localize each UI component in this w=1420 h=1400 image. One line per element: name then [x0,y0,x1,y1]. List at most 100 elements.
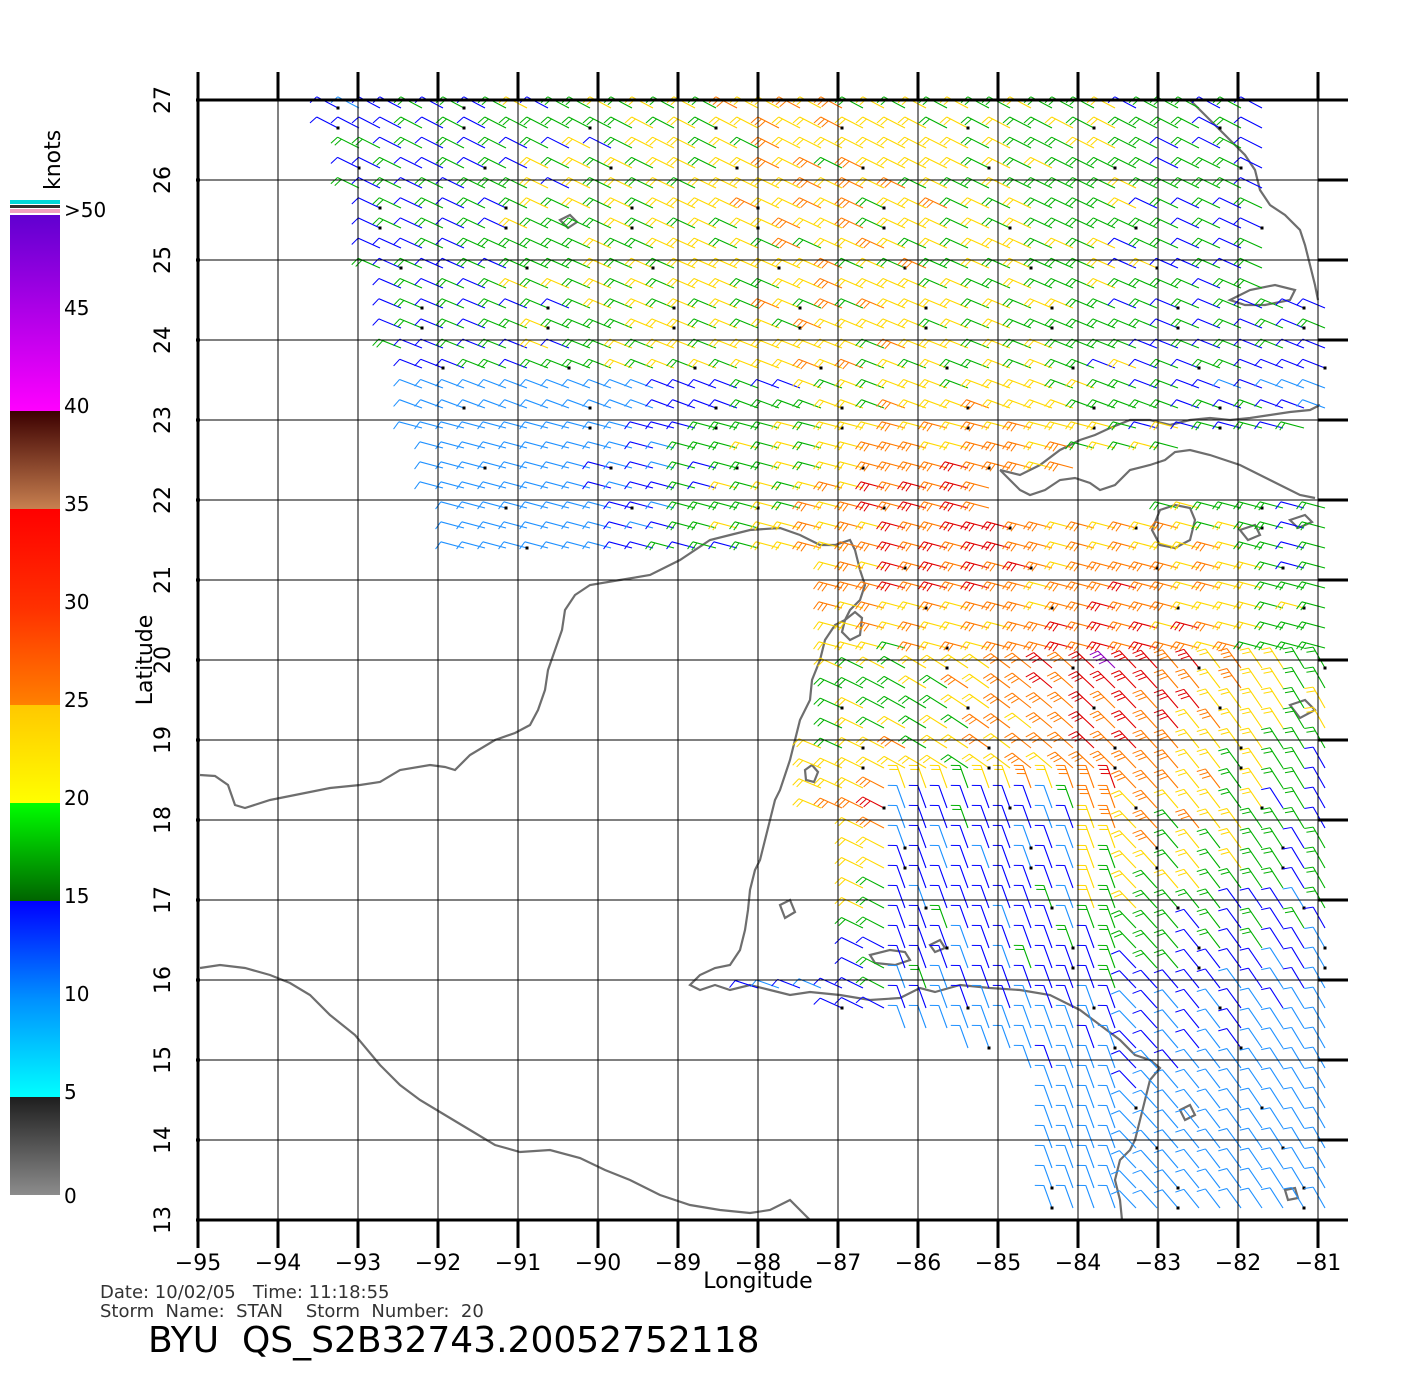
wind-barb [960,561,990,572]
wind-barb [960,541,990,552]
wind-barb [1304,746,1326,769]
wind-barb [1239,787,1264,810]
wind-barb [498,441,528,450]
wind-barb [792,378,822,389]
wind-barb [960,136,990,149]
wind-barb [792,237,822,249]
wind-barb [729,521,759,531]
wind-barb [498,156,528,169]
wind-barb [939,641,969,652]
wind-barb [1261,727,1284,749]
wind-barb [1261,887,1284,909]
wind-barb [540,481,570,490]
colorbar-top-stripe-cyan [10,200,60,204]
wind-barb [1097,1124,1116,1149]
wind-barb [1065,581,1095,592]
wind-barb [939,481,969,492]
wind-barb [729,156,759,169]
wind-barb [855,956,885,969]
wind-barb [1149,298,1180,310]
wind-barb [1110,1110,1137,1129]
wind-barb [519,278,549,289]
wind-barb [645,441,675,450]
wind-barb [1132,849,1159,870]
wind-barb [540,421,570,430]
wind-barb [1218,688,1242,709]
wind-barb [1218,648,1242,669]
wind-barb [645,521,675,530]
wind-barb [771,378,801,389]
wind-barb [1282,1106,1305,1129]
wind-barb [708,358,738,369]
wind-barb [1233,237,1263,249]
wind-barb [477,156,507,169]
wind-barb [1282,746,1305,769]
wind-barb [897,378,927,389]
wind-barb [981,278,1011,289]
wind-barb [992,864,1011,889]
wind-barb [834,481,864,491]
wind-barb [1282,646,1305,669]
wind-barb [372,136,402,149]
wind-barb [908,984,927,1009]
wind-barb [540,399,570,409]
wind-barb [876,177,906,189]
wind-barb [729,421,759,431]
wind-barb [1128,298,1158,309]
wind-barb [876,441,906,452]
wind-barb [603,217,634,230]
wind-barb [687,116,718,130]
wind-barb [1002,217,1032,229]
wind-barb [1275,378,1305,389]
wind-barb [1304,926,1327,950]
wind-barb [1023,441,1053,451]
wind-barb [1076,824,1095,849]
wind-barb [1149,278,1179,289]
wind-barb [771,156,801,169]
wind-barb [603,441,633,450]
wind-barb [1034,964,1053,989]
info-block: Date: 10/02/05 Time: 11:18:55 Storm Name… [100,1282,760,1361]
wind-barb [929,1004,948,1029]
wind-barb [1191,581,1221,592]
wind-barb [1239,687,1263,709]
wind-barb [1055,844,1074,869]
wind-barb [982,693,1011,709]
wind-barb [982,753,1011,769]
wind-barb [918,197,948,209]
wind-barb [1034,864,1053,889]
wind-barb [1128,237,1158,249]
wind-barb [950,924,969,949]
wind-barb [1089,710,1116,729]
wind-barb [1055,1144,1074,1169]
wind-barb [1132,749,1158,769]
wind-barb [1175,728,1200,749]
lon-tick-label: −87 [815,1251,861,1276]
wind-barb [477,421,507,430]
coast-cozumel [840,610,864,642]
wind-barb [1282,866,1305,889]
wind-barb [687,278,717,289]
wind-barb [1170,561,1200,571]
wind-barb [1191,521,1221,531]
wind-barb [876,278,906,289]
wind-barb [1261,647,1284,669]
wind-barb [1132,969,1158,989]
wind-barb [855,298,885,309]
wind-barb [645,481,675,490]
wind-barb [1233,399,1263,409]
wind-barb [855,756,885,769]
wind-barb [1046,751,1074,769]
wind-barb [834,197,864,209]
wind-barb [1296,561,1326,571]
wind-barb [981,541,1011,552]
wind-barb [971,804,990,829]
wind-barb [1023,541,1053,552]
colorbar-tick-label: 20 [64,786,89,810]
wind-barb [1175,808,1200,829]
wind-barb [1086,621,1116,632]
wind-barb [834,937,864,949]
wind-barb [519,136,549,149]
wind-barb [519,481,549,490]
wind-barb [1128,217,1158,229]
